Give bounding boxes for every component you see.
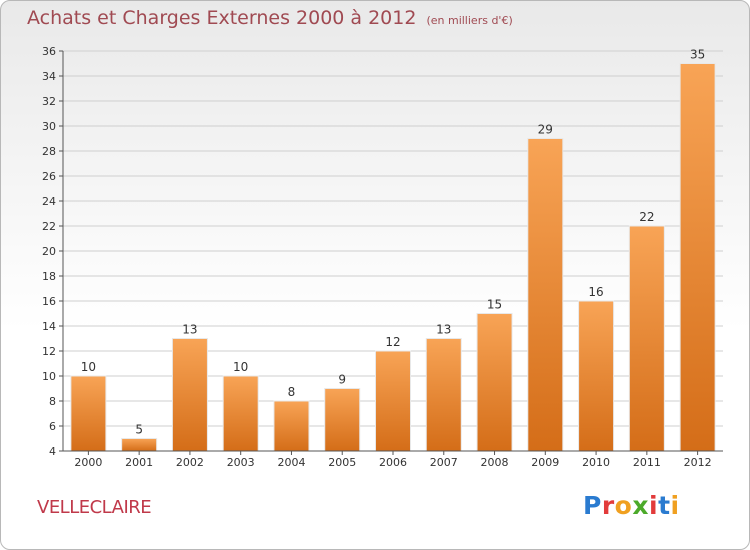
data-label: 5 (135, 423, 143, 437)
chart-title-text: Achats et Charges Externes 2000 à 2012 (27, 7, 417, 29)
x-tick-label: 2003 (227, 456, 255, 469)
y-tick-label: 8 (49, 395, 56, 408)
chart-subtitle: (en milliers d'€) (426, 14, 513, 27)
data-label: 12 (385, 335, 400, 349)
y-tick-label: 36 (42, 45, 56, 58)
bar (628, 225, 665, 452)
x-tick-label: 2012 (684, 456, 712, 469)
bar (70, 375, 107, 452)
y-tick-label: 26 (42, 170, 56, 183)
x-tick-label: 2009 (531, 456, 559, 469)
bar (527, 138, 564, 452)
data-label: 8 (288, 385, 296, 399)
y-tick-label: 4 (49, 445, 56, 458)
data-label: 22 (639, 210, 654, 224)
y-tick-label: 28 (42, 145, 56, 158)
data-label: 10 (81, 360, 96, 374)
axes (59, 50, 723, 455)
labels: 4 6 8 10 12 14 16 18 20 22 24 26 28 30 32 34 36 10 2000 5 20… (42, 45, 712, 469)
x-tick-label: 2006 (379, 456, 407, 469)
bar (679, 63, 716, 452)
x-tick-label: 2005 (328, 456, 356, 469)
data-label: 13 (436, 323, 451, 337)
x-tick-label: 2008 (481, 456, 509, 469)
x-tick-label: 2002 (176, 456, 204, 469)
y-tick-label: 30 (42, 120, 56, 133)
bar (171, 338, 208, 452)
y-tick-label: 18 (42, 270, 56, 283)
bar (273, 400, 310, 452)
x-tick-label: 2004 (277, 456, 305, 469)
chart-title: Achats et Charges Externes 2000 à 2012 (e… (27, 7, 513, 29)
bar (324, 388, 361, 452)
x-tick-label: 2010 (582, 456, 610, 469)
x-tick-label: 2000 (74, 456, 102, 469)
y-tick-label: 20 (42, 245, 56, 258)
data-label: 10 (233, 360, 248, 374)
bar (476, 313, 513, 452)
bar (425, 338, 462, 452)
y-tick-label: 10 (42, 370, 56, 383)
bar (121, 438, 158, 452)
brand-logo: Proxiti (583, 491, 680, 520)
data-label: 9 (338, 373, 346, 387)
data-label: 15 (487, 298, 502, 312)
bar (578, 300, 615, 452)
y-tick-label: 12 (42, 345, 56, 358)
bar (375, 350, 411, 452)
y-tick-label: 34 (42, 70, 56, 83)
data-label: 13 (182, 323, 197, 337)
bar (222, 375, 259, 452)
data-label: 35 (690, 48, 705, 62)
x-tick-label: 2007 (430, 456, 458, 469)
y-tick-label: 16 (42, 295, 56, 308)
bars (70, 63, 716, 452)
x-tick-label: 2001 (125, 456, 153, 469)
y-tick-label: 32 (42, 95, 56, 108)
commune-name: VELLECLAIRE (37, 497, 152, 518)
x-tick-label: 2011 (633, 456, 661, 469)
y-tick-label: 6 (49, 420, 56, 433)
y-tick-label: 14 (42, 320, 56, 333)
y-tick-label: 24 (42, 195, 56, 208)
data-label: 16 (588, 285, 603, 299)
data-label: 29 (538, 123, 553, 137)
y-tick-label: 22 (42, 220, 56, 233)
